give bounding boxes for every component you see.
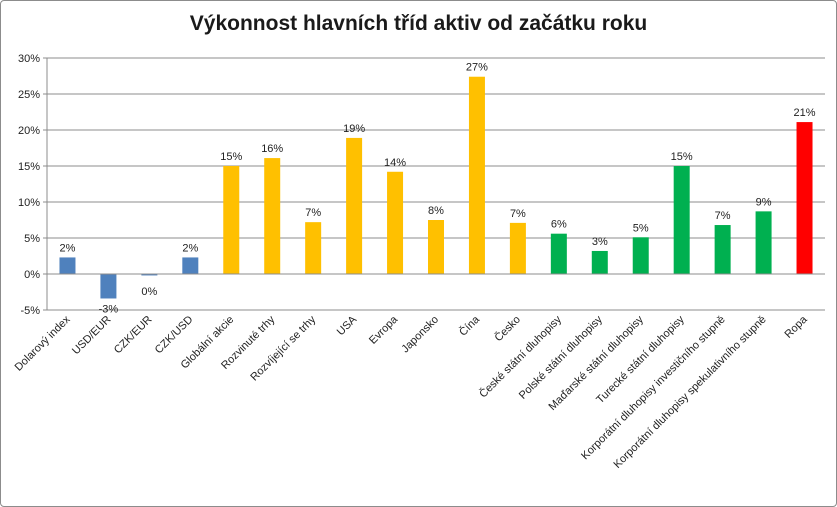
data-label: 3%	[592, 236, 608, 248]
x-tick-label: USA	[335, 313, 360, 338]
x-tick-label: Ropa	[783, 313, 811, 341]
bar	[550, 233, 567, 274]
y-tick-label: 25%	[18, 89, 40, 101]
data-label: 2%	[182, 242, 198, 254]
bar	[264, 158, 281, 274]
data-label: 2%	[60, 242, 76, 254]
data-label: 8%	[428, 205, 444, 217]
data-label: 6%	[551, 219, 567, 231]
bar	[509, 222, 526, 274]
x-tick-label: USD/EUR	[70, 314, 114, 358]
x-tick-label: Japonsko	[399, 314, 441, 356]
y-tick-label: 15%	[18, 161, 40, 173]
bar	[796, 122, 813, 274]
x-tick-label: CZK/USD	[153, 314, 196, 357]
bar	[305, 222, 322, 274]
data-label: 5%	[633, 222, 649, 234]
bar	[346, 137, 363, 274]
x-tick-label: Česko	[492, 313, 523, 344]
y-tick-label: 30%	[18, 53, 40, 65]
data-label: 7%	[305, 207, 321, 219]
y-tick-label: -5%	[20, 305, 40, 317]
x-tick-label: Korporátní dluhopisy spekulativního stup…	[611, 314, 768, 471]
data-label: 9%	[756, 196, 772, 208]
bar	[100, 274, 117, 299]
x-tick-label: Čína	[456, 312, 482, 338]
data-label: 21%	[794, 107, 816, 119]
bar	[59, 257, 76, 274]
bar	[632, 237, 649, 274]
bar	[591, 250, 608, 274]
bar	[141, 274, 158, 276]
x-tick-label: Polské státní dluhopisy	[517, 313, 605, 401]
bar	[714, 225, 731, 274]
data-label: 15%	[671, 151, 693, 163]
y-tick-label: 5%	[24, 233, 40, 245]
x-tick-label: České státní dluhopisy	[477, 313, 565, 401]
data-label: 16%	[261, 143, 283, 155]
y-tick-label: 10%	[18, 197, 40, 209]
x-tick-label: Korporátní dluhopisy investičního stupně	[579, 314, 728, 463]
bar	[468, 76, 485, 274]
bar	[182, 257, 199, 274]
x-tick-label: CZK/EUR	[112, 314, 155, 357]
data-label: 7%	[715, 210, 731, 222]
data-label: 27%	[466, 62, 488, 74]
bar	[387, 171, 404, 274]
y-tick-label: 20%	[18, 125, 40, 137]
data-label: 0%	[141, 286, 157, 298]
data-label: -3%	[99, 303, 119, 315]
data-label: 7%	[510, 208, 526, 220]
bar	[428, 220, 444, 274]
bar	[673, 166, 690, 274]
data-label: 19%	[343, 123, 365, 135]
data-label: 14%	[384, 157, 406, 169]
x-tick-label: Evropa	[367, 313, 401, 347]
y-tick-label: 0%	[24, 269, 40, 281]
x-tick-label: Dolarový index	[13, 313, 73, 373]
bar	[755, 211, 772, 274]
bar	[223, 166, 240, 274]
data-label: 15%	[220, 151, 242, 163]
chart-title: Výkonnost hlavních tříd aktiv od začátku…	[189, 12, 648, 35]
